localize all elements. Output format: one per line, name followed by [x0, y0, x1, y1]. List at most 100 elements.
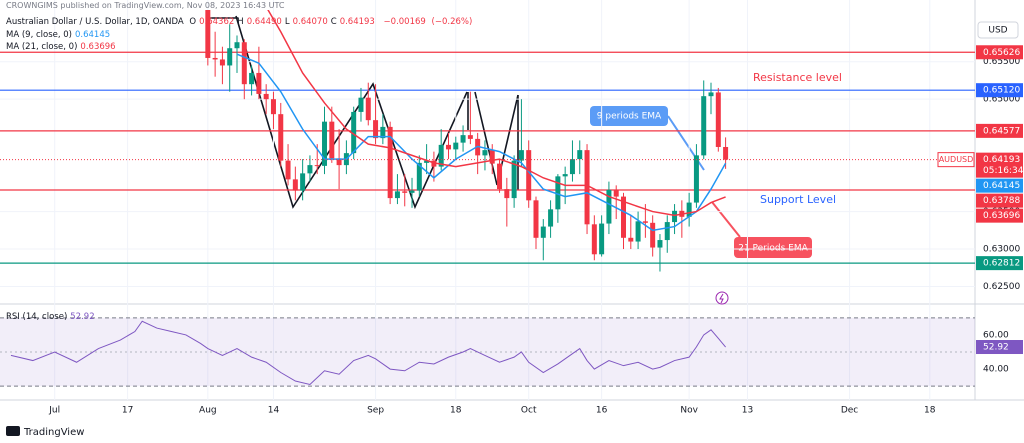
brand-text: TradingView [23, 427, 84, 438]
candle-body [227, 48, 233, 66]
rsi-line [10, 320, 726, 386]
level-price-label-box [976, 123, 1023, 138]
quote-legend: Australian Dollar / U.S. Dollar, 1D, OAN… [6, 17, 475, 27]
event-icon[interactable] [715, 291, 729, 305]
x-tick-label: 18 [450, 406, 462, 416]
ma-line [236, 53, 727, 232]
ticker-tag [937, 152, 975, 168]
candle-body [358, 97, 364, 112]
candle-body [445, 144, 451, 150]
candle-body [591, 224, 597, 255]
candle-body [686, 202, 692, 217]
brand: TradingView [6, 426, 84, 438]
y-tick-label: 0.62500 [983, 282, 1020, 292]
candle-body [599, 223, 605, 255]
candle-body [241, 42, 247, 85]
rsi-value: 52.92 [70, 312, 95, 322]
candle-body [504, 189, 510, 199]
ma-name: MA (9, close, 0) [6, 30, 72, 40]
candle-body [373, 120, 379, 139]
level-price-label: 0.65120 [983, 86, 1020, 96]
candle-body [329, 121, 335, 159]
price-pane [0, 10, 975, 272]
candle-body [569, 159, 575, 175]
candle-body [351, 111, 357, 154]
candle-body [453, 142, 459, 150]
candle-body [606, 189, 612, 224]
candle-body [270, 99, 276, 115]
candle-body [394, 191, 400, 199]
ma-value: 0.63696 [80, 42, 116, 52]
level-price-label-box [976, 256, 1023, 271]
quote: O 0.64362 H 0.64490 L 0.64070 C 0.64193 [189, 17, 377, 27]
ma-line [267, 10, 726, 217]
quote-key: H [237, 17, 244, 27]
candle-body [489, 150, 495, 164]
currency[interactable]: USD [988, 26, 1007, 36]
pattern-line [235, 15, 468, 210]
ema21-arrow [711, 201, 741, 238]
brand-logo [6, 426, 20, 436]
ma-row: MA (9, close, 0) 0.64145 [6, 29, 119, 41]
quote-key: L [284, 17, 290, 27]
candle-body [562, 174, 568, 177]
rsi-value-label: 52.92 [983, 343, 1009, 353]
last-price-label-box [976, 152, 1023, 178]
x-tick-label: Dec [841, 406, 858, 416]
level-price-label-box [976, 193, 1023, 208]
candle-body [635, 221, 641, 242]
quote-value: 0.64070 [292, 17, 328, 27]
x-tick-label: 17 [122, 406, 133, 416]
candle-body [555, 176, 561, 210]
x-tick-label: 16 [596, 406, 608, 416]
candle-body [548, 209, 554, 227]
candle-body [424, 160, 430, 163]
candle-body [584, 150, 590, 225]
candle-body [540, 226, 546, 238]
x-tick-label: Nov [680, 406, 698, 416]
candle-body [234, 42, 240, 49]
ma-value: 0.64145 [75, 30, 111, 40]
candle-body [672, 210, 678, 223]
candle-body [402, 191, 408, 193]
candle-body [642, 221, 648, 223]
currency-box[interactable] [977, 21, 1019, 39]
quote-key: C [330, 17, 337, 27]
candle-body [219, 59, 225, 66]
x-tick-label: Sep [367, 406, 384, 416]
level-price-label: 0.63788 [983, 196, 1020, 206]
candle-body [577, 150, 583, 160]
ma-price-label-box [976, 208, 1023, 223]
change-pct: (−0.26%) [431, 17, 473, 27]
candle-body [285, 160, 291, 180]
y-tick-label: 0.65500 [983, 57, 1020, 67]
candle-body [380, 126, 386, 139]
candle-body [460, 135, 466, 143]
symbol: Australian Dollar / U.S. Dollar, 1D, OAN… [6, 17, 184, 27]
candle-body [511, 160, 517, 199]
candle-body [322, 121, 328, 166]
candle-body [715, 92, 721, 147]
candle-body [416, 162, 422, 191]
rsi-name: RSI (14, close) [6, 312, 68, 322]
x-tick-label: 13 [742, 406, 753, 416]
last-price-label: 0.64193 [983, 155, 1020, 165]
candle-body [314, 165, 320, 167]
quote-value: 0.64362 [199, 17, 235, 27]
x-tick-label: Aug [199, 406, 217, 416]
level-price-label: 0.62812 [983, 259, 1020, 269]
quote-key: O [189, 17, 197, 27]
candle-body [526, 150, 532, 201]
ma-name: MA (21, close, 0) [6, 42, 78, 52]
ma-legend: MA (9, close, 0) 0.64145 MA (21, close, 0)… [6, 29, 119, 53]
candle-body [664, 222, 670, 241]
ticker-tag-text: AUDUSD [939, 155, 974, 164]
level-price-label: 0.65626 [983, 48, 1020, 58]
candle-body [723, 146, 729, 160]
candle-body [708, 92, 714, 97]
rsi-legend: RSI (14, close) 52.92 [6, 312, 98, 322]
candle-body [650, 222, 656, 248]
